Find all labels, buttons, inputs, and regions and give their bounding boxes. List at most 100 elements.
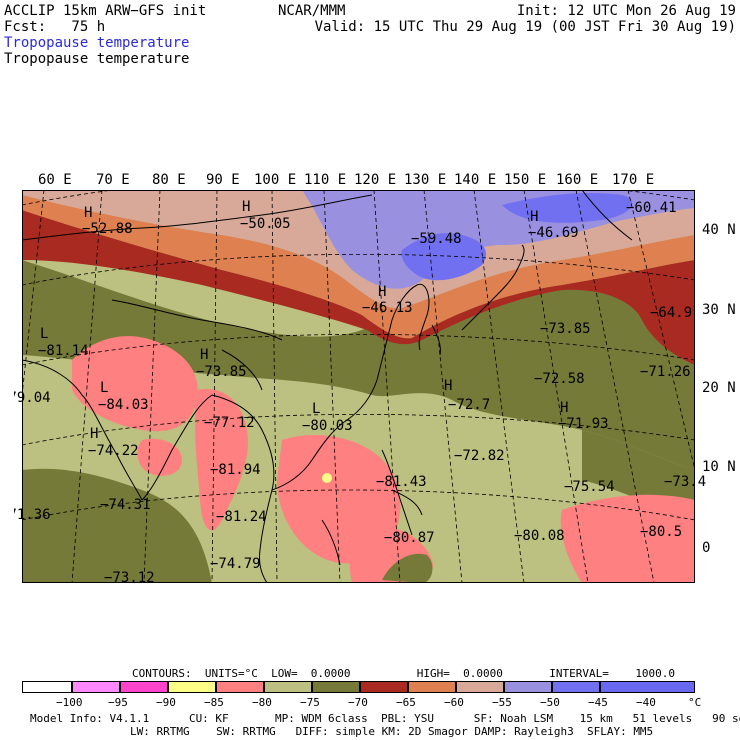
- init-time: Init: 12 UTC Mon 26 Aug 19: [516, 3, 736, 19]
- colorbar-bin: [456, 681, 504, 693]
- low-marker: L: [312, 401, 321, 417]
- colorbar-label: −55: [492, 696, 512, 709]
- colorbar-label: −100: [56, 696, 83, 709]
- lat-label: 20 N: [702, 380, 736, 396]
- value-label: −59.48: [411, 231, 462, 247]
- colorbar-label: −85: [204, 696, 224, 709]
- colorbar-bin: [264, 681, 312, 693]
- high-marker: H: [444, 378, 453, 394]
- lon-label: 170 E: [612, 172, 655, 188]
- lon-label: 130 E: [404, 172, 447, 188]
- value-label: −71.93: [558, 416, 609, 432]
- value-label: −46.13: [362, 300, 413, 316]
- lon-label: 100 E: [254, 172, 297, 188]
- field-title-2: Tropopause temperature: [4, 51, 190, 67]
- lat-label: 30 N: [702, 302, 736, 318]
- value-label: −79.04: [0, 390, 51, 406]
- value-label: −72.7: [448, 397, 491, 413]
- lat-label: 10 N: [702, 459, 736, 475]
- typhoon-eye: [322, 473, 332, 483]
- colorbar-bin: [120, 681, 168, 693]
- value-label: −84.03: [98, 397, 149, 413]
- value-label: −81.14: [38, 343, 89, 359]
- shade-dark-olive: [22, 468, 212, 583]
- colorbar-unit: °C: [688, 696, 702, 709]
- colorbar-bin: [552, 681, 600, 693]
- model-info: Model Info: V4.1.1 CU: KF MP: WDM 6class…: [30, 712, 740, 725]
- lon-label: 60 E: [38, 172, 72, 188]
- shade-dark-olive: [22, 260, 695, 470]
- value-label: −80.03: [302, 418, 353, 434]
- shade-orange: [22, 195, 695, 339]
- value-label: −46.69: [528, 225, 579, 241]
- low-marker: L: [100, 380, 109, 396]
- value-label: −80.87: [384, 530, 435, 546]
- center-name: NCAR/MMM: [278, 3, 346, 19]
- value-label: −73.85: [196, 364, 247, 380]
- lon-label: 150 E: [504, 172, 547, 188]
- forecast-hour: Fcst: 75 h: [4, 19, 106, 35]
- high-marker: H: [200, 347, 209, 363]
- graticule: [22, 190, 695, 583]
- contours-info: CONTOURS: UNITS=°C LOW= 0.0000 HIGH= 0.0…: [132, 667, 676, 680]
- colorbar-bin: [408, 681, 456, 693]
- low-marker: L: [40, 326, 49, 342]
- colorbar-bin: [600, 681, 695, 693]
- colorbar-label: −70: [348, 696, 368, 709]
- colorbar-label: −75: [300, 696, 320, 709]
- lon-label: 140 E: [454, 172, 497, 188]
- value-label: −60.41: [626, 200, 677, 216]
- value-label: −72.82: [454, 448, 505, 464]
- shade-red-pink: [560, 494, 695, 583]
- shade-blue: [502, 193, 633, 223]
- tropopause-temperature-map: [22, 190, 695, 583]
- value-label: −74.31: [100, 497, 151, 513]
- field-title-1: Tropopause temperature: [4, 35, 190, 51]
- value-label: −75.54: [564, 479, 615, 495]
- value-label: −74.22: [88, 443, 139, 459]
- value-label: −73.12: [104, 570, 155, 586]
- value-label: −80.08: [514, 528, 565, 544]
- high-marker: H: [242, 199, 251, 215]
- colorbar-bin: [360, 681, 408, 693]
- shade-red-pink: [195, 389, 248, 531]
- lon-label: 120 E: [354, 172, 397, 188]
- model-title: ACCLIP 15km ARW−GFS init: [4, 3, 207, 19]
- shade-dark-olive: [382, 553, 433, 583]
- coastlines: [22, 190, 633, 583]
- colorbar-bin: [22, 681, 72, 693]
- lon-label: 110 E: [304, 172, 347, 188]
- value-label: −52.88: [82, 221, 133, 237]
- shade-dark-red: [22, 210, 695, 365]
- colorbar-label: −95: [108, 696, 128, 709]
- value-label: −80.5: [640, 524, 683, 540]
- colorbar-bin: [216, 681, 264, 693]
- shade-blue: [401, 233, 486, 281]
- physics-info: LW: RRTMG SW: RRTMG DIFF: simple KM: 2D …: [130, 725, 654, 738]
- colorbar-bin: [312, 681, 360, 693]
- lat-label: 40 N: [702, 222, 736, 238]
- colorbar-bin: [504, 681, 552, 693]
- value-label: −71.36: [0, 507, 51, 523]
- value-label: −81.94: [210, 462, 261, 478]
- lat-label: 0: [702, 540, 711, 556]
- colorbar-label: −60: [444, 696, 464, 709]
- value-label: −64.9: [650, 305, 693, 321]
- high-marker: H: [530, 209, 539, 225]
- colorbar-label: −65: [396, 696, 416, 709]
- value-label: −77.12: [204, 415, 255, 431]
- value-label: −81.43: [376, 474, 427, 490]
- value-label: −81.24: [216, 509, 267, 525]
- lon-label: 90 E: [206, 172, 240, 188]
- lon-label: 160 E: [556, 172, 599, 188]
- colorbar-label: −40: [636, 696, 656, 709]
- lon-label: 80 E: [152, 172, 186, 188]
- colorbar-label: −45: [588, 696, 608, 709]
- value-label: −73.4: [664, 474, 707, 490]
- high-marker: H: [90, 426, 99, 442]
- value-label: −73.85: [540, 321, 591, 337]
- colorbar-label: −50: [540, 696, 560, 709]
- colorbar-label: −90: [156, 696, 176, 709]
- high-marker: H: [84, 205, 93, 221]
- shade-red-pink: [72, 336, 198, 432]
